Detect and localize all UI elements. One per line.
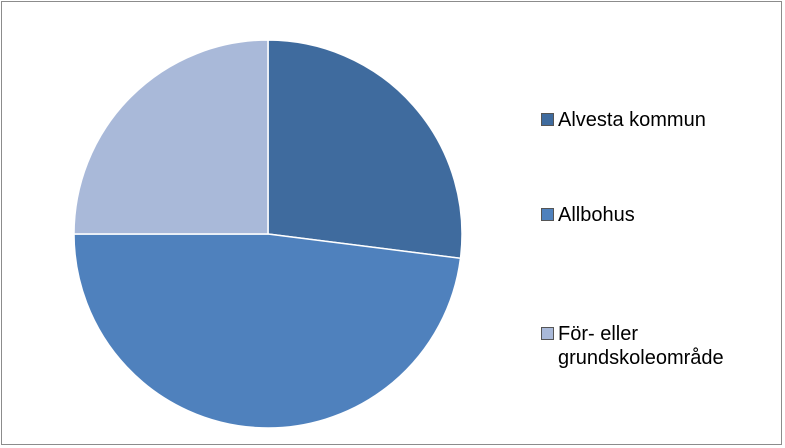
legend-item-allbohus: Allbohus <box>541 203 768 227</box>
legend-swatch-alvesta-kommun <box>541 113 554 126</box>
legend-item-for-eller-grundskoleomrade: För- eller grundskoleområde <box>541 322 768 370</box>
legend-label-alvesta-kommun: Alvesta kommun <box>558 109 706 131</box>
slice-for-eller-grundskoleomrade <box>73 39 269 235</box>
legend-label-allbohus: Allbohus <box>558 204 635 226</box>
pie-chart <box>73 39 463 429</box>
slice-alvesta-kommun <box>267 39 463 260</box>
legend-label-for-eller-grundskoleomrade: För- eller grundskoleområde <box>558 323 724 369</box>
legend-swatch-allbohus <box>541 208 554 221</box>
legend-swatch-for-eller-grundskoleomrade <box>541 327 554 340</box>
pie-slices <box>73 39 463 429</box>
slice-allbohus <box>73 233 462 429</box>
legend-item-alvesta-kommun: Alvesta kommun <box>541 108 768 132</box>
legend: Alvesta kommun Allbohus För- eller grund… <box>541 2 781 442</box>
